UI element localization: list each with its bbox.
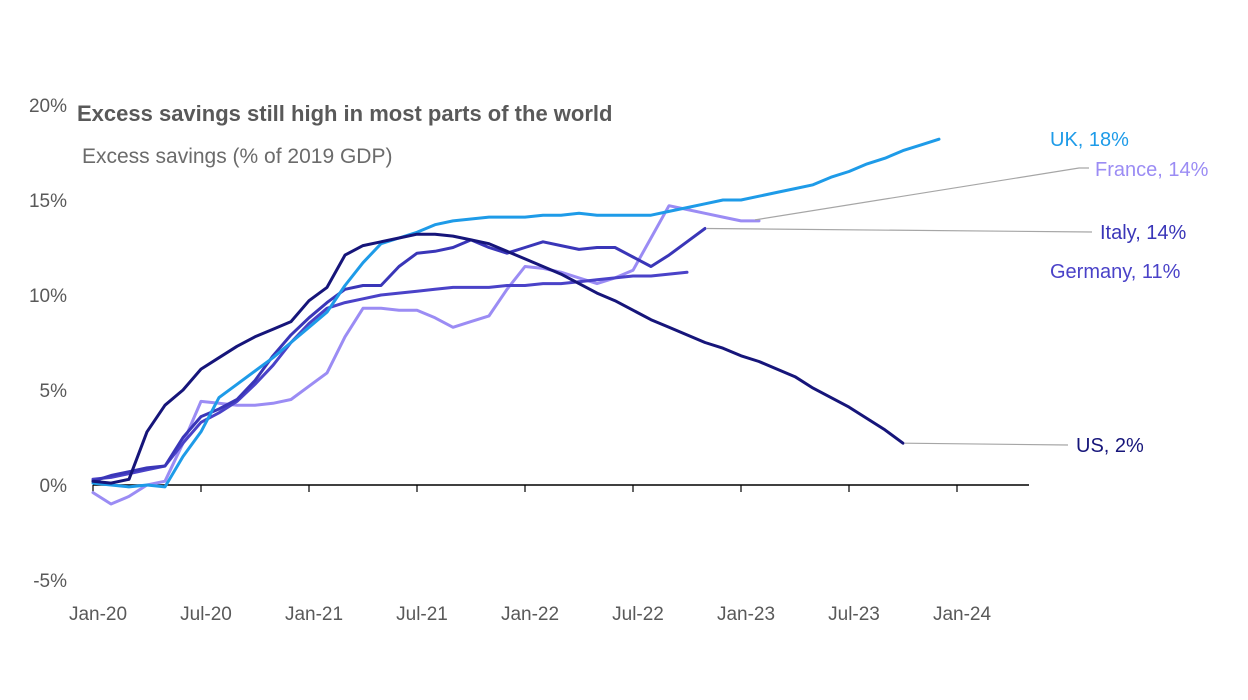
y-tick-label: 5%: [40, 381, 68, 402]
y-tick-label: 10%: [29, 286, 67, 307]
x-axis: Jan-20 Jul-20 Jan-21 Jul-21 Jan-22 Jul-22 Jan-…: [69, 484, 1029, 625]
leader-line-italy: [706, 227, 1093, 233]
series-line-france: [91, 204, 761, 506]
series-line-germany: [91, 270, 689, 481]
chart-subtitle: Excess savings (% of 2019 GDP): [82, 145, 392, 168]
y-axis: 20% 15% 10% 5% 0% -5%: [29, 96, 67, 592]
series-label-italy: Italy, 14%: [1100, 222, 1187, 244]
y-tick-label: 15%: [29, 191, 67, 212]
x-tick-label: Jan-22: [501, 604, 559, 625]
x-tick-label: Jan-21: [285, 604, 343, 625]
x-tick-label: Jul-23: [828, 604, 880, 625]
x-tick-label: Jan-23: [717, 604, 775, 625]
series-label-us: US, 2%: [1076, 435, 1144, 457]
x-tick-label: Jul-22: [612, 604, 664, 625]
y-tick-label: 20%: [29, 96, 67, 117]
chart-title: Excess savings still high in most parts …: [77, 101, 612, 126]
y-tick-label: -5%: [33, 571, 67, 592]
x-tick-label: Jul-21: [396, 604, 448, 625]
series-line-italy: [91, 227, 707, 483]
leader-line-us: [904, 442, 1069, 446]
series-line-uk: [91, 137, 941, 489]
series-lines: [91, 137, 941, 506]
x-tick-label: Jan-20: [69, 604, 127, 625]
series-labels: UK, 18% France, 14% Italy, 14% Germany, 11%…: [706, 129, 1209, 457]
x-tick-label: Jan-24: [933, 604, 992, 625]
series-line-us: [91, 232, 905, 485]
series-label-france: France, 14%: [1095, 159, 1209, 181]
series-label-uk: UK, 18%: [1050, 129, 1129, 151]
y-tick-label: 0%: [40, 476, 68, 497]
leader-line-france: [754, 167, 1089, 221]
series-label-germany: Germany, 11%: [1050, 261, 1181, 283]
x-tick-label: Jul-20: [180, 604, 232, 625]
